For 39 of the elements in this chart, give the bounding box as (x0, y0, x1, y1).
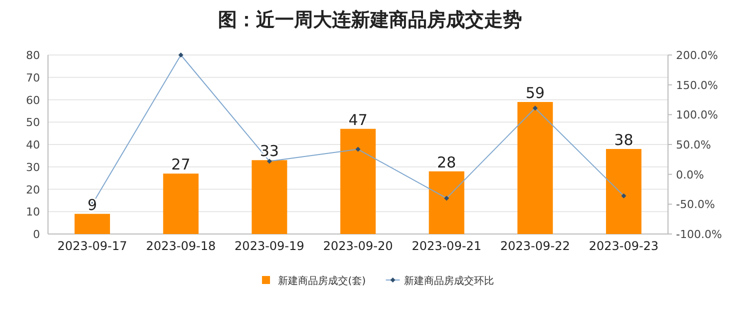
y2-tick-label: 200.0% (676, 49, 718, 62)
legend-label: 新建商品房成交(套) (278, 275, 366, 287)
chart-title: 图：近一周大连新建商品房成交走势 (218, 9, 522, 31)
x-tick-label: 2023-09-20 (323, 239, 393, 253)
bar (74, 214, 110, 234)
y-tick-label: 70 (26, 71, 40, 84)
data-label: 27 (171, 156, 190, 174)
y2-tick-label: 50.0% (676, 138, 711, 152)
data-label: 38 (614, 130, 634, 149)
data-label: 47 (348, 110, 368, 129)
y-tick-label: 0 (33, 228, 40, 241)
bar (340, 128, 376, 234)
x-tick-label: 2023-09-22 (500, 239, 570, 253)
x-tick-label: 2023-09-18 (146, 239, 216, 253)
bar (517, 102, 553, 234)
y-tick-label: 60 (26, 94, 40, 107)
x-tick-label: 2023-09-19 (234, 239, 304, 253)
y2-tick-label: -50.0% (676, 198, 715, 212)
legend-label: 新建商品房成交环比 (404, 275, 494, 287)
y-tick-label: 80 (26, 49, 40, 62)
y2-tick-label: 100.0% (676, 108, 718, 122)
bar (252, 160, 288, 234)
x-tick-label: 2023-09-21 (412, 239, 482, 253)
y-tick-label: 20 (26, 183, 40, 196)
y2-tick-label: 150.0% (676, 78, 718, 92)
y-tick-label: 50 (26, 116, 40, 130)
x-tick-label: 2023-09-17 (57, 239, 128, 253)
y-tick-label: 10 (26, 206, 40, 219)
x-tick-label: 2023-09-23 (588, 239, 659, 253)
data-label: 28 (437, 153, 456, 172)
data-label: 59 (526, 84, 545, 102)
y2-tick-label: 0.0% (676, 168, 704, 182)
y-tick-label: 40 (26, 138, 40, 152)
bar (606, 148, 642, 234)
data-label: 33 (260, 142, 279, 160)
bar (428, 171, 464, 234)
y-tick-label: 30 (26, 160, 40, 174)
y2-tick-label: -100.0% (676, 228, 722, 241)
bar (163, 174, 199, 234)
